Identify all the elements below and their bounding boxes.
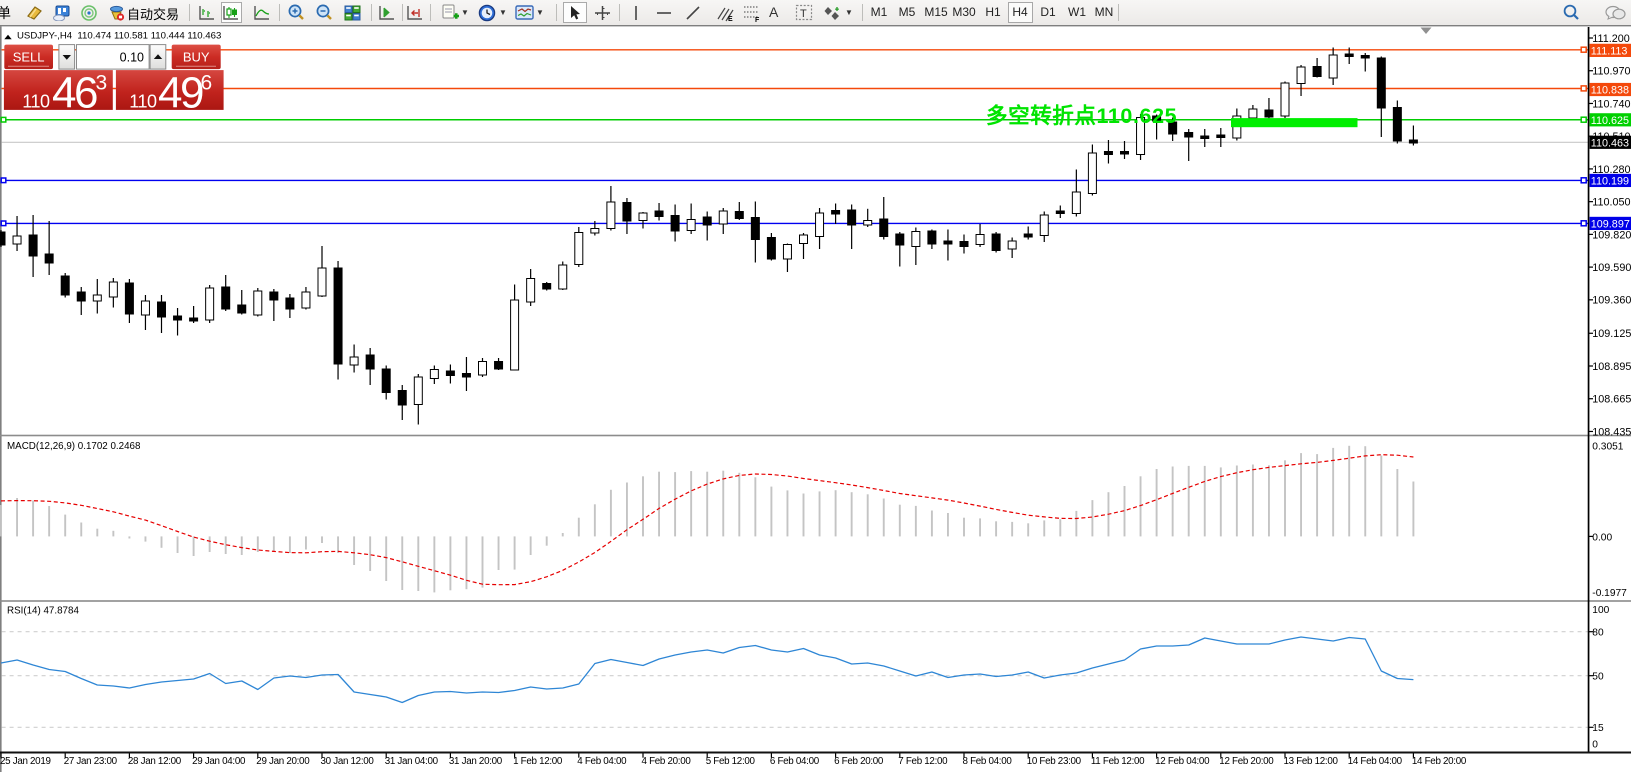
svg-text:109.590: 109.590 (1592, 262, 1631, 274)
svg-text:110: 110 (129, 92, 157, 112)
svg-text:100: 100 (1592, 605, 1609, 616)
svg-text:8 Feb 04:00: 8 Feb 04:00 (963, 756, 1013, 767)
svg-text:50: 50 (1592, 672, 1604, 683)
svg-text:30 Jan 12:00: 30 Jan 12:00 (321, 756, 375, 767)
svg-text:1 Feb 12:00: 1 Feb 12:00 (513, 756, 563, 767)
svg-text:MACD(12,26,9) 0.1702 0.2468: MACD(12,26,9) 0.1702 0.2468 (7, 441, 141, 452)
svg-text:SELL: SELL (13, 49, 45, 64)
svg-text:T: T (800, 8, 807, 20)
svg-text:110.463: 110.463 (1591, 137, 1629, 149)
svg-text:-0.1977: -0.1977 (1592, 588, 1627, 599)
svg-text:31 Jan 04:00: 31 Jan 04:00 (385, 756, 439, 767)
svg-text:0.00: 0.00 (1592, 532, 1612, 543)
svg-text:11 Feb 12:00: 11 Feb 12:00 (1091, 756, 1145, 767)
svg-text:108.895: 108.895 (1592, 361, 1631, 373)
svg-text:108.435: 108.435 (1592, 426, 1631, 438)
svg-text:110.970: 110.970 (1592, 66, 1630, 78)
svg-text:111.113: 111.113 (1591, 45, 1628, 57)
svg-text:110.050: 110.050 (1592, 197, 1630, 209)
svg-text:12 Feb 20:00: 12 Feb 20:00 (1219, 756, 1274, 767)
svg-text:15: 15 (1592, 723, 1604, 734)
svg-text:27 Jan 23:00: 27 Jan 23:00 (64, 756, 118, 767)
svg-text:6 Feb 04:00: 6 Feb 04:00 (770, 756, 820, 767)
svg-text:46: 46 (52, 69, 97, 118)
svg-text:7 Feb 12:00: 7 Feb 12:00 (898, 756, 948, 767)
svg-text:RSI(14) 47.8784: RSI(14) 47.8784 (7, 606, 79, 617)
svg-text:0.3051: 0.3051 (1592, 442, 1623, 453)
svg-text:109.820: 109.820 (1592, 229, 1631, 241)
svg-text:多空转折点110.625: 多空转折点110.625 (986, 103, 1177, 128)
svg-text:109.125: 109.125 (1592, 328, 1631, 340)
svg-text:111.200: 111.200 (1592, 33, 1629, 45)
svg-text:109.897: 109.897 (1591, 218, 1630, 230)
svg-text:109.360: 109.360 (1592, 295, 1631, 307)
svg-text:14 Feb 04:00: 14 Feb 04:00 (1348, 756, 1403, 767)
svg-text:110: 110 (22, 92, 50, 112)
svg-text:F: F (755, 17, 760, 22)
svg-text:0.10: 0.10 (120, 50, 144, 64)
svg-text:6: 6 (201, 72, 213, 95)
svg-text:25 Jan 2019: 25 Jan 2019 (0, 756, 51, 767)
svg-text:31 Jan 20:00: 31 Jan 20:00 (449, 756, 503, 767)
svg-text:110.625: 110.625 (1591, 115, 1629, 127)
svg-text:80: 80 (1592, 628, 1604, 639)
svg-text:110.280: 110.280 (1592, 164, 1630, 176)
svg-text:USDJPY-,H4 110.474 110.581 11: USDJPY-,H4 110.474 110.581 110.444 110.4… (17, 31, 221, 42)
svg-text:29 Jan 20:00: 29 Jan 20:00 (256, 756, 310, 767)
svg-text:110.740: 110.740 (1592, 98, 1630, 110)
svg-text:10 Feb 23:00: 10 Feb 23:00 (1027, 756, 1082, 767)
svg-text:3: 3 (96, 72, 108, 95)
svg-text:12 Feb 04:00: 12 Feb 04:00 (1155, 756, 1210, 767)
svg-text:0: 0 (1592, 740, 1598, 751)
svg-text:E: E (728, 16, 733, 22)
svg-text:13 Feb 12:00: 13 Feb 12:00 (1284, 756, 1339, 767)
svg-text:4 Feb 20:00: 4 Feb 20:00 (642, 756, 692, 767)
svg-text:49: 49 (158, 69, 203, 118)
svg-text:BUY: BUY (183, 49, 210, 64)
svg-text:6 Feb 20:00: 6 Feb 20:00 (834, 756, 884, 767)
svg-text:5 Feb 12:00: 5 Feb 12:00 (706, 756, 756, 767)
svg-text:110.199: 110.199 (1591, 175, 1629, 187)
svg-text:110.838: 110.838 (1591, 85, 1629, 97)
svg-text:28 Jan 12:00: 28 Jan 12:00 (128, 756, 182, 767)
svg-text:14 Feb 20:00: 14 Feb 20:00 (1412, 756, 1467, 767)
svg-text:4 Feb 04:00: 4 Feb 04:00 (577, 756, 627, 767)
svg-text:108.665: 108.665 (1592, 394, 1631, 406)
svg-text:29 Jan 04:00: 29 Jan 04:00 (192, 756, 246, 767)
